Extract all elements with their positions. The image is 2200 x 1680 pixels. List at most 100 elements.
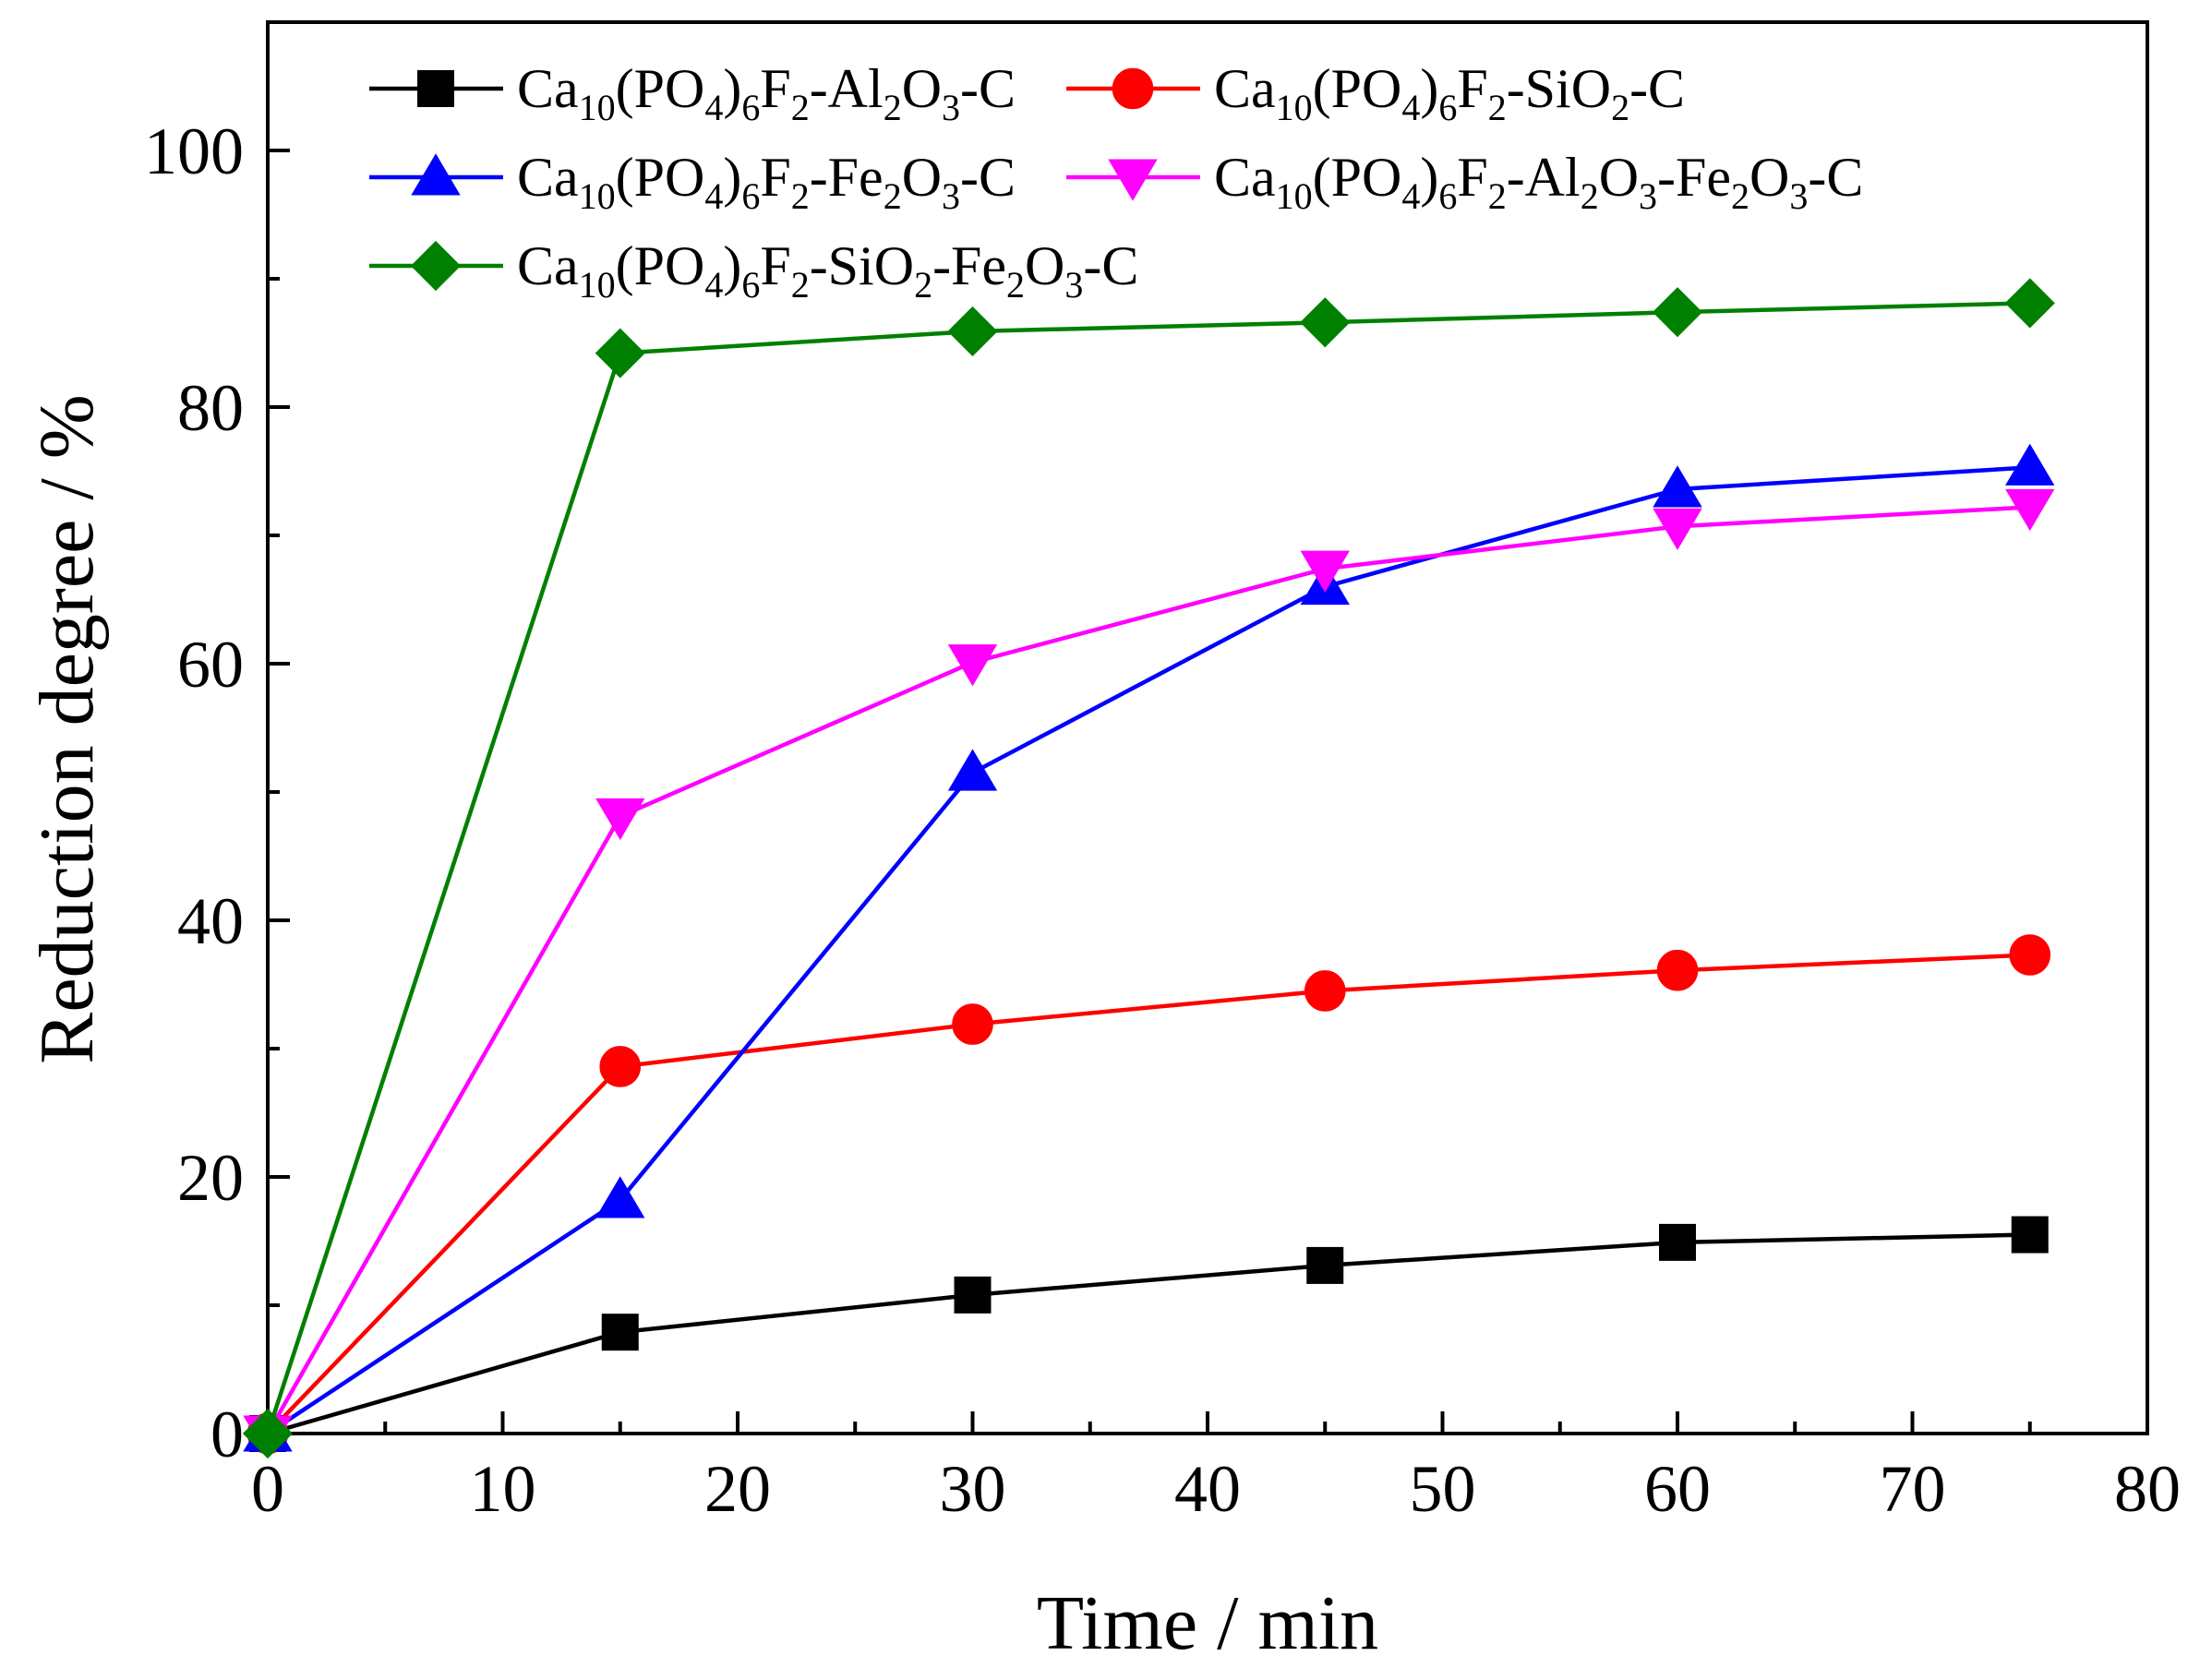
legend-marker	[410, 240, 462, 292]
legend-subscript: 6	[741, 264, 760, 306]
series-3	[243, 443, 2055, 1452]
legend-item-5: Ca10(PO4)6F2-SiO2-Fe2O3-C	[369, 235, 1138, 306]
x-tick-label: 20	[704, 1452, 771, 1526]
legend-label-part: -Fe	[810, 147, 884, 208]
legend-subscript: 2	[1581, 175, 1599, 217]
data-point	[595, 798, 645, 841]
data-point	[2005, 443, 2055, 486]
data-point	[952, 1003, 993, 1045]
data-point	[2004, 278, 2055, 329]
legend-label-part: F	[1457, 58, 1487, 119]
legend-subscript: 3	[1789, 175, 1808, 217]
legend-item-4: Ca10(PO4)6F2-Al2O3-Fe2O3-C	[1066, 147, 1863, 217]
legend-label-part: Ca	[1214, 58, 1276, 119]
series-2	[246, 934, 2051, 1455]
x-tick-label: 80	[2114, 1452, 2181, 1526]
data-point	[1304, 970, 1346, 1012]
data-point	[599, 1046, 642, 1087]
y-axis-title: Reduction degree / %	[24, 394, 110, 1063]
plot-frame	[266, 20, 2149, 1435]
legend-label-part: O	[1599, 147, 1639, 208]
legend-subscript: 2	[1488, 175, 1507, 217]
data-point	[1659, 1223, 1696, 1261]
legend-subscript: 2	[791, 264, 810, 306]
legend-marker	[411, 153, 461, 196]
x-tick-label: 70	[1880, 1452, 1946, 1526]
legend-label-part: (PO	[616, 235, 705, 296]
legend-label-part: Ca	[1214, 147, 1276, 208]
legend-label-part: -SiO	[1507, 58, 1611, 119]
x-tick-label: 40	[1174, 1452, 1241, 1526]
y-tick-label: 60	[177, 628, 244, 702]
legend-label-part: -Al	[810, 58, 884, 119]
legend: Ca10(PO4)6F2-Al2O3-C Ca10(PO4)6F2-SiO2-CC…	[369, 58, 1863, 306]
data-point	[947, 306, 998, 357]
legend-subscript: 2	[914, 264, 932, 306]
legend-label-part: )	[1420, 147, 1438, 208]
data-point	[947, 644, 998, 687]
legend-subscript: 6	[1438, 175, 1457, 217]
series-line	[266, 953, 2030, 1435]
data-point	[2009, 934, 2051, 976]
legend-label-part: (PO	[616, 147, 705, 208]
legend-label-part: Ca	[517, 58, 579, 119]
legend-label-part: O	[902, 147, 942, 208]
legend-subscript: 6	[1438, 87, 1457, 128]
data-point	[954, 1276, 992, 1314]
data-point	[947, 749, 998, 791]
data-point	[2005, 488, 2055, 532]
legend-label-part: -SiO	[810, 235, 914, 296]
legend-label-part: )	[723, 147, 741, 208]
data-point	[1300, 550, 1350, 593]
legend-label-part: -C	[1629, 58, 1685, 119]
legend-label-part: O	[1025, 235, 1064, 296]
legend-subscript: 4	[1401, 87, 1420, 128]
legend-label-part: F	[760, 235, 790, 296]
y-tick-label: 100	[144, 114, 244, 188]
y-tick-label: 20	[177, 1141, 244, 1215]
legend-label-part: -Fe	[1657, 147, 1731, 208]
axis-ticks: 0 10 20 30 40 50 60 70 80 0 20 40 60 80 100	[144, 114, 2181, 1526]
data-point	[2011, 1216, 2049, 1254]
legend-label-part: )	[723, 235, 741, 296]
legend-label-part: (PO	[1313, 58, 1402, 119]
legend-label-part: )	[1420, 58, 1438, 119]
legend-subscript: 3	[942, 175, 960, 217]
legend-label-part: -C	[960, 147, 1016, 208]
series-line	[266, 465, 2030, 1435]
x-tick-label: 10	[470, 1452, 536, 1526]
legend-marker	[1112, 67, 1154, 110]
legend-label: Ca10(PO4)6F2-Al2O3-Fe2O3-C	[1214, 147, 1863, 217]
x-axis-title: Time / min	[1037, 1580, 1378, 1666]
series-4	[243, 488, 2055, 1458]
legend-label-part: Ca	[517, 235, 579, 296]
x-tick-label: 0	[251, 1452, 284, 1526]
legend-subscript: 6	[741, 175, 760, 217]
x-tick-label: 30	[940, 1452, 1006, 1526]
legend-marker	[1108, 159, 1158, 201]
legend-label: Ca10(PO4)6F2-Fe2O3-C	[517, 147, 1016, 217]
legend-item-3: Ca10(PO4)6F2-Fe2O3-C	[369, 147, 1016, 217]
legend-subscript: 2	[1488, 87, 1507, 128]
legend-subscript: 10	[1276, 87, 1313, 128]
legend-subscript: 6	[741, 87, 760, 128]
legend-subscript: 10	[579, 175, 616, 217]
legend-label-part: -C	[1083, 235, 1138, 296]
legend-subscript: 3	[1064, 264, 1083, 306]
legend-marker	[417, 70, 454, 107]
data-point	[1653, 465, 1702, 508]
y-tick-label: 40	[177, 884, 244, 958]
y-tick-label: 0	[210, 1398, 244, 1471]
legend-label-part: (PO	[1313, 147, 1402, 208]
legend-subscript: 10	[1276, 175, 1313, 217]
x-tick-label: 60	[1644, 1452, 1711, 1526]
legend-label-part: O	[1749, 147, 1789, 208]
data-point	[1653, 508, 1702, 550]
data-point	[1300, 297, 1351, 348]
legend-subscript: 4	[1401, 175, 1420, 217]
legend-label-part: -Al	[1507, 147, 1581, 208]
legend-subscript: 10	[579, 264, 616, 306]
legend-label-part: -C	[960, 58, 1016, 119]
legend-subscript: 2	[1611, 87, 1629, 128]
